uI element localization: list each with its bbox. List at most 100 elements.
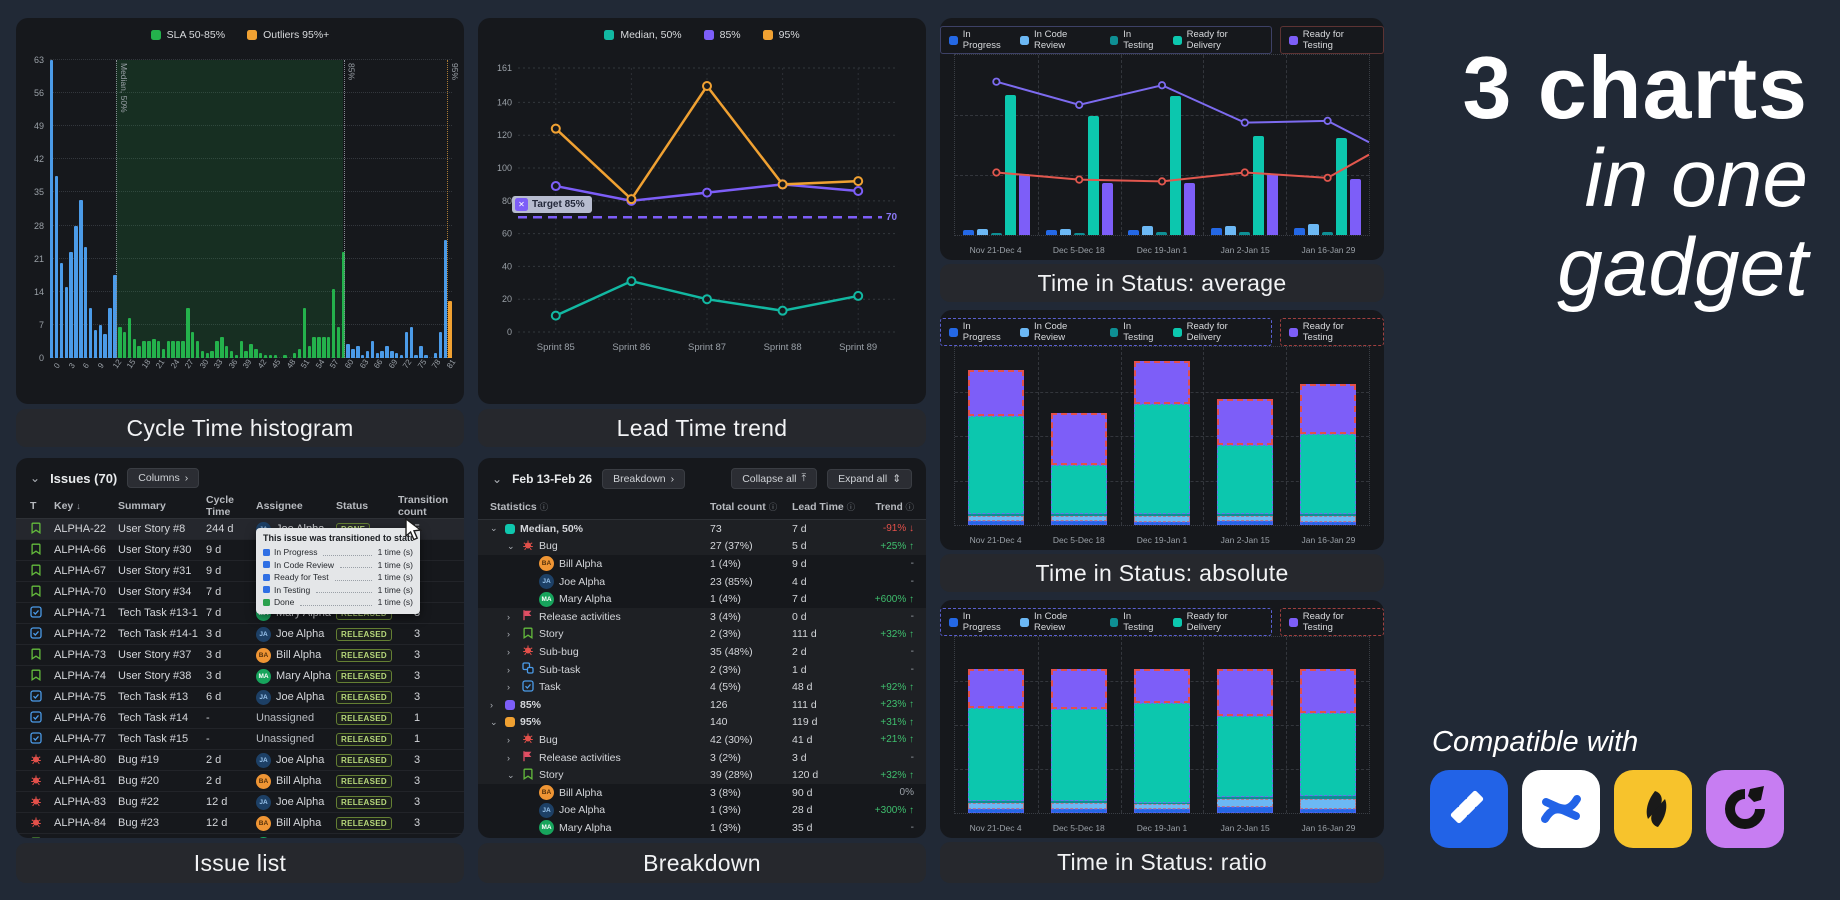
histogram-bar[interactable] [171, 341, 175, 358]
Ready for Testing-segment[interactable] [1051, 412, 1108, 465]
In Testing-bar[interactable] [1156, 232, 1168, 235]
histogram-bar[interactable] [302, 308, 307, 358]
legend-item[interactable]: In Code Review [1020, 29, 1099, 51]
chevron-down-icon[interactable]: ⌄ [490, 716, 498, 727]
histogram-bar[interactable] [326, 336, 331, 358]
histogram-bar[interactable] [404, 331, 409, 358]
issue-row[interactable]: ALPHA-76 Tech Task #14 - Unassigned RELEASED… [16, 708, 464, 729]
breakdown-row[interactable]: BA Bill Alpha 1 (4%) 9 d - [478, 555, 926, 573]
In Progress-segment[interactable] [968, 808, 1025, 813]
info-icon[interactable]: ⓘ [768, 502, 778, 512]
legend-item[interactable]: 85% [703, 29, 741, 41]
histogram-bar[interactable] [229, 350, 234, 358]
In Testing-segment[interactable] [1133, 514, 1190, 517]
In Testing-segment[interactable] [968, 514, 1025, 517]
column-header[interactable]: Total count ⓘ [710, 501, 778, 513]
In Code Review-bar[interactable] [1308, 224, 1320, 235]
expand-all-button[interactable]: Expand all ⇕ [827, 468, 912, 489]
sort-descending-icon[interactable]: ↓ [76, 501, 81, 511]
In Code Review-segment[interactable] [1051, 802, 1108, 809]
In Progress-segment[interactable] [1216, 807, 1273, 813]
histogram-bar[interactable] [205, 353, 209, 358]
histogram-bar[interactable] [438, 331, 443, 358]
stacked-bar[interactable] [1299, 668, 1356, 813]
histogram-bar[interactable] [443, 239, 448, 358]
histogram-bar[interactable] [307, 346, 312, 358]
histogram-bar[interactable] [433, 353, 438, 358]
histogram-bar[interactable] [424, 355, 428, 358]
issue-key[interactable]: ALPHA-72 [54, 628, 106, 640]
chevron-right-icon[interactable]: › [507, 611, 510, 622]
histogram-bar[interactable] [346, 343, 350, 358]
histogram-bar[interactable] [98, 324, 103, 358]
breakdown-row[interactable]: ⌄ Story 39 (28%) 120 d +32% ↑ [478, 766, 926, 784]
column-header[interactable]: Status [336, 500, 369, 512]
breakdown-row[interactable]: › Sub-task 2 (3%) 1 d - [478, 661, 926, 679]
histogram-bar[interactable] [88, 308, 93, 358]
histogram-bar[interactable] [74, 225, 78, 358]
issue-key[interactable]: ALPHA-22 [54, 523, 106, 535]
Ready for Delivery-segment[interactable] [1051, 464, 1108, 515]
Ready for Testing-segment[interactable] [1051, 668, 1108, 710]
histogram-bar[interactable] [93, 329, 98, 358]
In Progress-segment[interactable] [1051, 521, 1108, 525]
stacked-bar[interactable] [968, 668, 1025, 813]
issue-key[interactable]: ALPHA-67 [54, 565, 106, 577]
breakdown-row[interactable]: BA Bill Alpha 3 (8%) 90 d 0% [478, 784, 926, 802]
stacked-bar[interactable] [1216, 398, 1273, 525]
histogram-bar[interactable] [414, 355, 418, 358]
legend-item[interactable]: Ready for Delivery [1172, 611, 1263, 633]
Ready for Delivery-segment[interactable] [968, 707, 1025, 802]
info-icon[interactable]: ⓘ [539, 502, 549, 512]
histogram-bar[interactable] [108, 308, 112, 358]
chevron-right-icon[interactable]: › [490, 699, 493, 710]
In Code Review-segment[interactable] [1299, 798, 1356, 809]
In Testing-segment[interactable] [1299, 795, 1356, 799]
legend-item[interactable]: Median, 50% [604, 29, 682, 41]
issue-key[interactable]: ALPHA-66 [54, 544, 106, 556]
In Code Review-segment[interactable] [1299, 516, 1356, 523]
stacked-bar[interactable] [1133, 668, 1190, 813]
histogram-bar[interactable] [147, 341, 151, 358]
issue-row[interactable]: ALPHA-81 Bug #20 2 d BA Bill Alpha RELEASED 3 [16, 771, 464, 792]
breakdown-row[interactable]: › Story 2 (3%) 111 d +32% ↑ [478, 626, 926, 644]
In Progress-bar[interactable] [1128, 229, 1140, 235]
histogram-bar[interactable] [210, 350, 214, 358]
In Testing-segment[interactable] [1216, 797, 1273, 799]
stacked-bar[interactable] [968, 370, 1025, 525]
histogram-bar[interactable] [176, 341, 180, 358]
In Testing-bar[interactable] [1073, 232, 1085, 235]
histogram-bar[interactable] [254, 348, 258, 358]
histogram-bar[interactable] [399, 355, 404, 358]
histogram-bar[interactable] [215, 341, 219, 358]
histogram-bar[interactable] [361, 355, 365, 358]
Ready for Testing-bar[interactable] [1184, 182, 1196, 235]
In Progress-bar[interactable] [1294, 227, 1306, 235]
histogram-bar[interactable] [64, 287, 69, 358]
chevron-right-icon[interactable]: › [507, 664, 510, 675]
histogram-bar[interactable] [127, 317, 132, 358]
histogram-bar[interactable] [234, 355, 239, 358]
histogram-bar[interactable] [142, 341, 146, 358]
histogram-bar[interactable] [224, 346, 229, 358]
In Code Review-bar[interactable] [976, 228, 988, 235]
histogram-bar[interactable] [273, 355, 277, 358]
In Testing-segment[interactable] [968, 801, 1025, 803]
issue-row[interactable]: ALPHA-73 User Story #37 3 d BA Bill Alpha REL… [16, 645, 464, 666]
histogram-bar[interactable] [336, 327, 341, 358]
stacked-bar[interactable] [1133, 361, 1190, 525]
chevron-down-icon[interactable]: ⌄ [507, 540, 515, 551]
In Code Review-segment[interactable] [968, 516, 1025, 522]
histogram-bar[interactable] [122, 331, 127, 358]
legend-item[interactable]: Ready for Testing [1288, 321, 1375, 343]
Ready for Testing-bar[interactable] [1101, 182, 1113, 235]
histogram-bar[interactable] [161, 348, 166, 358]
In Code Review-segment[interactable] [1133, 804, 1190, 810]
column-header[interactable]: Trend ⓘ [875, 502, 914, 513]
histogram-bar[interactable] [118, 327, 122, 358]
chevron-right-icon[interactable]: › [507, 734, 510, 745]
histogram-bar[interactable] [351, 348, 355, 358]
In Testing-segment[interactable] [1299, 514, 1356, 517]
breakdown-row[interactable]: › 85% 126 111 d +23% ↑ [478, 696, 926, 714]
